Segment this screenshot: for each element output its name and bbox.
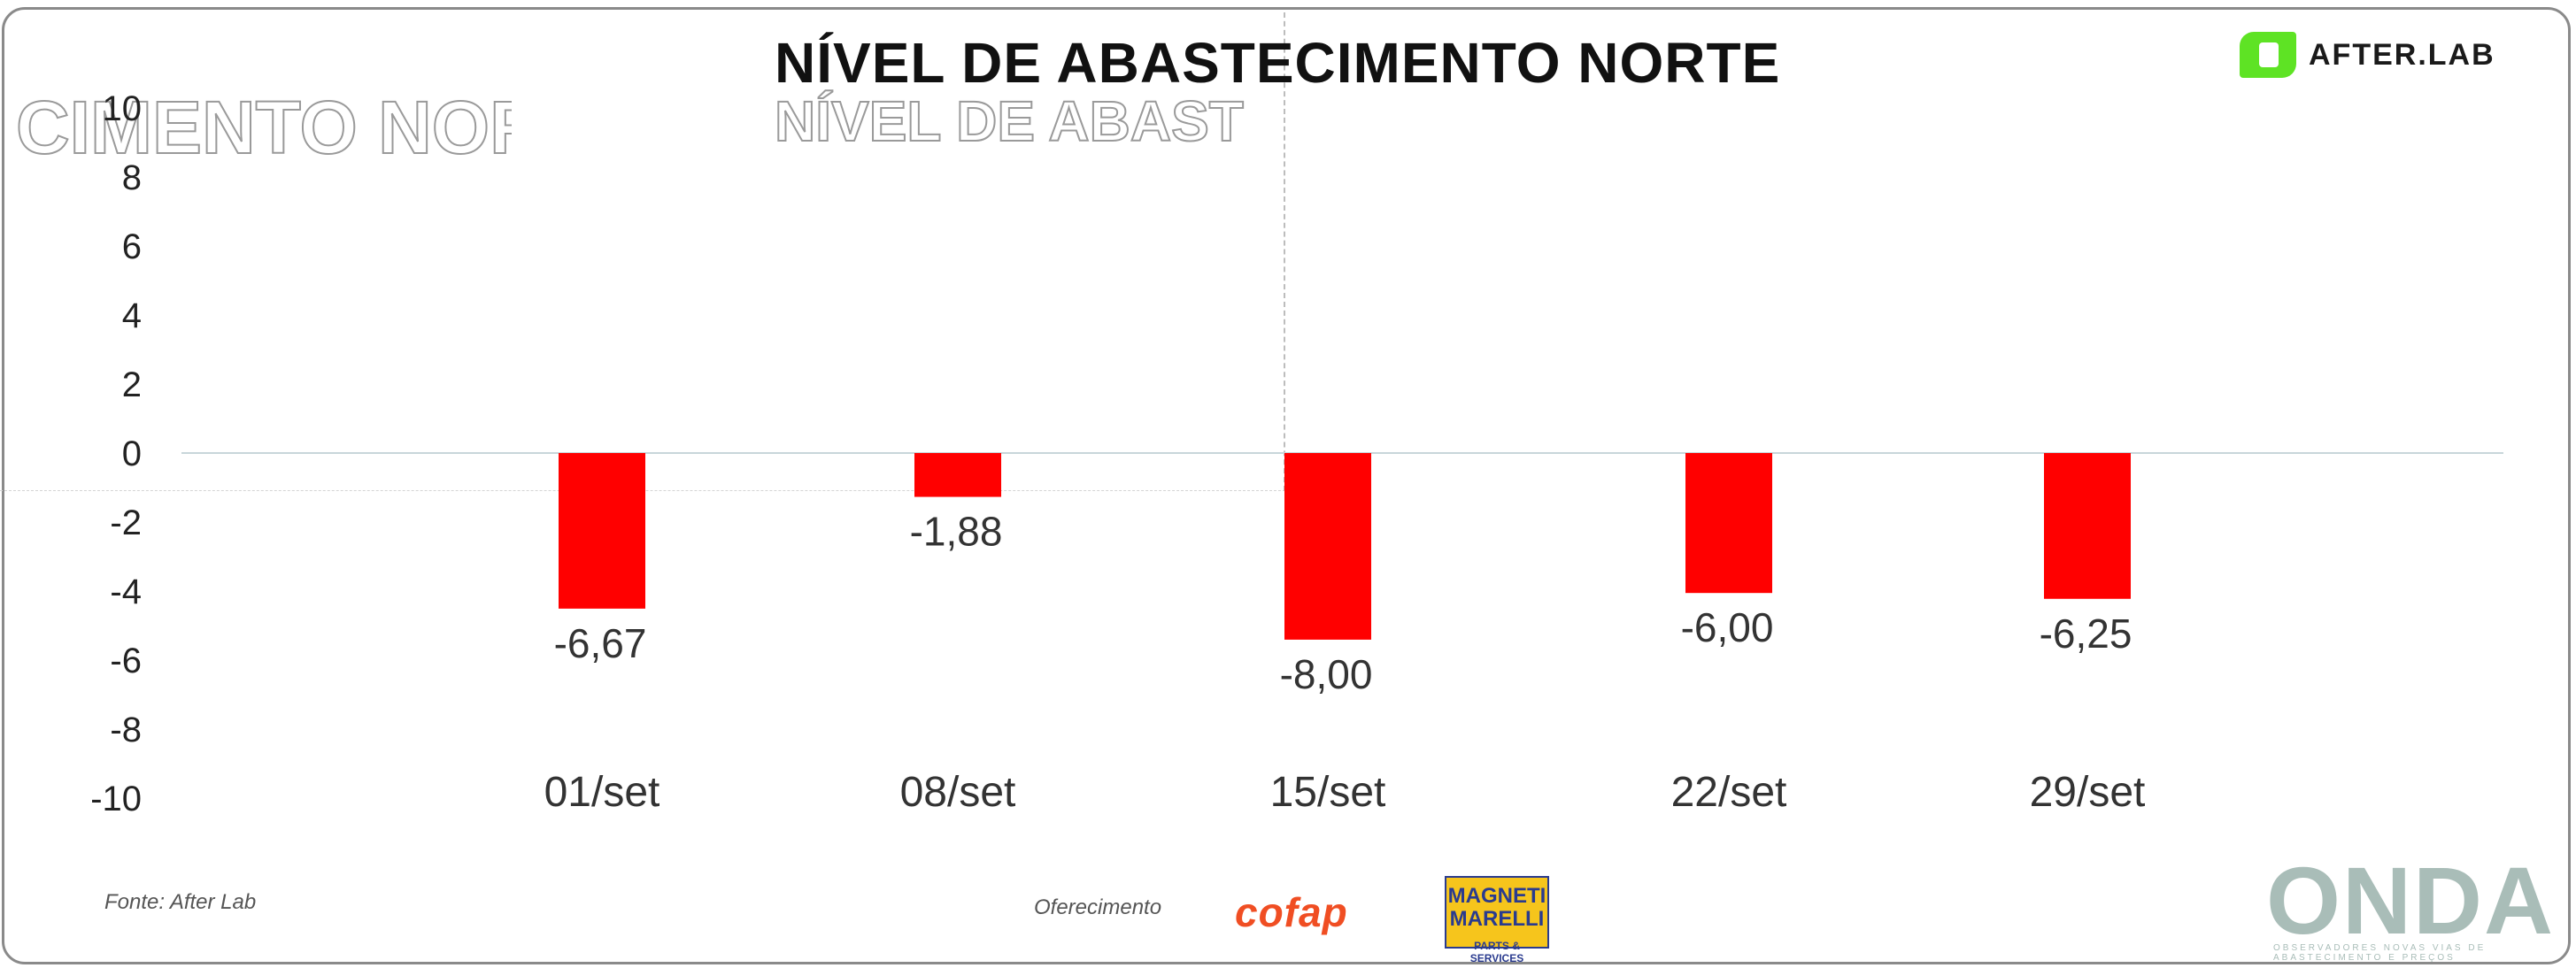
data-label: -8,00 xyxy=(1280,651,1373,697)
x-tick-label: 22/set xyxy=(1671,769,1787,816)
magneti-sub: PARTS & SERVICES xyxy=(1469,940,1524,964)
bar xyxy=(914,453,1001,497)
y-tick-label: -4 xyxy=(110,572,142,611)
x-tick-label: 29/set xyxy=(2030,769,2146,816)
x-tick-label: 01/set xyxy=(544,769,660,816)
y-tick-label: 8 xyxy=(122,158,142,197)
x-tick-label: 08/set xyxy=(900,769,1016,816)
x-axis: 01/set 08/set 15/set 22/set 29/set xyxy=(544,769,2146,816)
afterlab-logo-icon xyxy=(2240,32,2296,78)
y-tick-label: -8 xyxy=(110,711,142,749)
ghost-title-left: CIMENTO NORTE xyxy=(16,85,512,170)
y-tick-label: 6 xyxy=(122,227,142,266)
y-tick-label: 10 xyxy=(103,89,143,128)
y-tick-label: -10 xyxy=(90,780,142,818)
bar xyxy=(559,453,645,609)
y-tick-label: -2 xyxy=(110,503,142,542)
data-label: -1,88 xyxy=(910,509,1003,555)
ghost-title: NÍVEL DE ABAST xyxy=(775,88,1245,154)
bar xyxy=(2044,453,2131,599)
data-label: -6,00 xyxy=(1681,604,1774,650)
source-note: Fonte: After Lab xyxy=(104,890,257,914)
y-tick-label: 0 xyxy=(122,434,142,473)
onda-logo: ONDA xyxy=(2266,847,2555,954)
y-tick-label: 2 xyxy=(122,365,142,404)
magneti-line2: MARELLI xyxy=(1449,907,1545,931)
onda-logo-subtitle: OBSERVADORES NOVAS VIAS DE ABASTECIMENTO… xyxy=(2273,943,2487,963)
data-label: -6,25 xyxy=(2040,611,2133,657)
magneti-line1: MAGNETI xyxy=(1447,884,1546,908)
chart-title: NÍVEL DE ABASTECIMENTO NORTE xyxy=(775,31,1781,95)
bars xyxy=(559,453,2131,640)
y-axis: 10 8 6 4 2 0 -2 -4 -6 -8 -10 xyxy=(90,89,142,818)
y-tick-label: -6 xyxy=(110,641,142,680)
sponsor-label: Oferecimento xyxy=(1034,895,1162,919)
bar xyxy=(1685,453,1772,594)
cofap-logo: cofap xyxy=(1235,889,1348,935)
bar xyxy=(1284,453,1371,640)
x-tick-label: 15/set xyxy=(1270,769,1386,816)
afterlab-logo: AFTER.LAB xyxy=(2240,32,2495,78)
afterlab-logo-text: AFTER.LAB xyxy=(2309,37,2495,72)
y-tick-label: 4 xyxy=(122,296,142,335)
data-label: -6,67 xyxy=(554,620,647,666)
magneti-marelli-logo: MAGNETI MARELLI PARTS & SERVICES xyxy=(1445,876,1549,964)
value-labels: -6,67 -1,88 -8,00 -6,00 -6,25 xyxy=(554,509,2133,697)
